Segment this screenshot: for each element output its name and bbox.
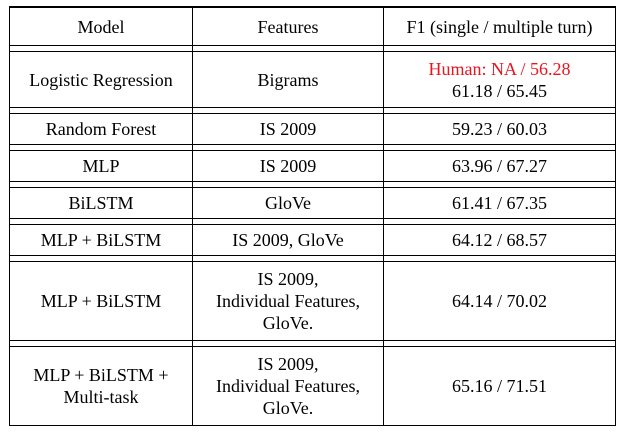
cell-f1-value: 61.18 / 65.45 — [451, 80, 547, 101]
cell-f1: Human: NA / 56.28 61.18 / 65.45 — [383, 51, 616, 108]
cell-features-line: Individual Features, — [216, 291, 360, 311]
cell-model: MLP + BiLSTM — [9, 261, 193, 341]
cell-features: IS 2009, Individual Features, GloVe. — [192, 261, 384, 341]
cell-model: Random Forest — [9, 113, 193, 145]
cell-model-line: Logistic Regression — [29, 69, 173, 90]
table-header-row: Model Features F1 (single / multiple tur… — [9, 6, 616, 46]
cell-features-line: IS 2009 — [259, 156, 317, 176]
cell-f1-value: 65.16 / 71.51 — [451, 376, 547, 396]
cell-features: IS 2009, Individual Features, GloVe. — [192, 346, 384, 426]
cell-f1: 63.96 / 67.27 — [383, 150, 616, 182]
cell-features: Bigrams — [192, 51, 384, 108]
cell-model-line: MLP + BiLSTM + — [33, 365, 169, 385]
table-row: BiLSTM GloVe 61.41 / 67.35 — [9, 187, 616, 219]
cell-features: GloVe — [192, 187, 384, 219]
header-model: Model — [9, 6, 193, 46]
cell-features-line: Bigrams — [257, 69, 319, 90]
cell-model-line: MLP + BiLSTM — [40, 230, 162, 250]
cell-model: MLP + BiLSTM — [9, 224, 193, 256]
table-row: Logistic Regression Bigrams Human: NA / … — [9, 51, 616, 108]
table-row: MLP IS 2009 63.96 / 67.27 — [9, 150, 616, 182]
cell-features: IS 2009 — [192, 113, 384, 145]
header-features: Features — [192, 6, 384, 46]
cell-features-line: IS 2009, — [257, 269, 319, 289]
table-row: MLP + BiLSTM IS 2009, GloVe 64.12 / 68.5… — [9, 224, 616, 256]
cell-features-line: GloVe. — [262, 313, 314, 333]
cell-features: IS 2009, GloVe — [192, 224, 384, 256]
cell-model-line: BiLSTM — [68, 193, 134, 213]
human-baseline-score: Human: NA / 56.28 — [428, 58, 571, 79]
header-f1: F1 (single / multiple turn) — [383, 6, 616, 46]
cell-features-line: GloVe. — [262, 398, 314, 418]
results-table-container: Model Features F1 (single / multiple tur… — [9, 6, 616, 426]
cell-f1-value: 59.23 / 60.03 — [451, 119, 547, 139]
cell-features: IS 2009 — [192, 150, 384, 182]
cell-f1: 61.41 / 67.35 — [383, 187, 616, 219]
cell-features-line: Individual Features, — [216, 376, 360, 396]
cell-f1-value: 61.41 / 67.35 — [451, 193, 547, 213]
cell-model-line: MLP — [82, 156, 120, 176]
cell-f1-value: 64.12 / 68.57 — [451, 230, 547, 250]
cell-features-line: IS 2009, GloVe — [232, 230, 344, 250]
cell-features-line: IS 2009 — [259, 119, 317, 139]
cell-model-line: Multi-task — [63, 387, 139, 407]
cell-f1-value: 63.96 / 67.27 — [451, 156, 547, 176]
cell-model: MLP — [9, 150, 193, 182]
cell-model: BiLSTM — [9, 187, 193, 219]
cell-model: MLP + BiLSTM + Multi-task — [9, 346, 193, 426]
table-row: MLP + BiLSTM IS 2009, Individual Feature… — [9, 261, 616, 341]
cell-features-line: GloVe — [265, 193, 311, 213]
cell-f1: 64.14 / 70.02 — [383, 261, 616, 341]
cell-model-line: MLP + BiLSTM — [40, 291, 162, 311]
cell-f1: 59.23 / 60.03 — [383, 113, 616, 145]
cell-model: Logistic Regression — [9, 51, 193, 108]
cell-f1: 64.12 / 68.57 — [383, 224, 616, 256]
cell-features-line: IS 2009, — [257, 354, 319, 374]
cell-f1: 65.16 / 71.51 — [383, 346, 616, 426]
results-table: Model Features F1 (single / multiple tur… — [9, 6, 616, 426]
table-row: Random Forest IS 2009 59.23 / 60.03 — [9, 113, 616, 145]
cell-f1-value: 64.14 / 70.02 — [451, 291, 547, 311]
cell-model-line: Random Forest — [45, 119, 157, 139]
table-row: MLP + BiLSTM + Multi-task IS 2009, Indiv… — [9, 346, 616, 426]
